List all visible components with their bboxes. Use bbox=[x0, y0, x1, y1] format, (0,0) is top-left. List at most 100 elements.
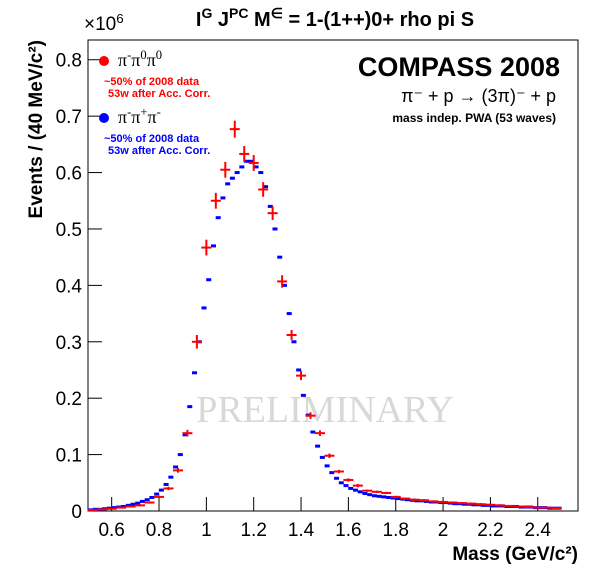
experiment: COMPASS 2008 bbox=[358, 52, 560, 82]
data-point bbox=[263, 185, 269, 189]
x-tick-label: 1.8 bbox=[383, 520, 409, 541]
data-point bbox=[220, 196, 226, 200]
watermark: PRELIMINARY bbox=[196, 389, 454, 431]
text-part: π bbox=[148, 107, 157, 127]
data-point bbox=[234, 171, 240, 175]
y-tick-label: 0.4 bbox=[56, 276, 83, 297]
legend-note: 53w after Acc. Corr. bbox=[108, 145, 210, 157]
text-part: = 1-(1++)0+ rho pi S bbox=[283, 9, 474, 31]
data-point bbox=[315, 444, 321, 448]
data-point bbox=[130, 502, 136, 506]
data-point bbox=[334, 476, 340, 480]
data-point bbox=[177, 453, 183, 457]
text-part: π bbox=[118, 107, 127, 127]
data-point bbox=[319, 455, 325, 459]
data-point bbox=[286, 312, 292, 316]
data-point bbox=[139, 499, 145, 503]
data-point bbox=[239, 165, 245, 169]
data-point bbox=[272, 227, 278, 231]
data-point bbox=[357, 490, 363, 494]
text-part: PC bbox=[229, 5, 248, 21]
data-point bbox=[225, 182, 231, 186]
data-point bbox=[296, 368, 302, 372]
text-part: π bbox=[131, 107, 140, 127]
data-point bbox=[367, 493, 373, 497]
data-point bbox=[182, 433, 188, 437]
x-tick-label: 0.6 bbox=[98, 520, 124, 541]
x-axis-label: Mass (GeV/c²) bbox=[452, 544, 578, 565]
data-point bbox=[471, 503, 477, 507]
legend-label: π-π0π0 bbox=[118, 48, 162, 70]
data-point bbox=[386, 495, 392, 499]
x-tick-label: 2.2 bbox=[477, 520, 503, 541]
y-tick-label: 0.1 bbox=[56, 446, 82, 467]
text-part: I bbox=[196, 9, 202, 31]
data-point bbox=[210, 244, 216, 248]
data-point bbox=[324, 464, 330, 468]
data-point bbox=[229, 176, 235, 180]
text-part: J bbox=[212, 9, 229, 31]
text-part: π bbox=[118, 50, 127, 70]
data-point bbox=[395, 497, 401, 501]
data-point bbox=[253, 165, 259, 169]
plot-frame bbox=[87, 39, 579, 512]
data-point bbox=[480, 503, 486, 507]
y-tick-label: 0.8 bbox=[56, 51, 82, 72]
data-point bbox=[154, 492, 160, 496]
data-point bbox=[291, 340, 297, 344]
data-point bbox=[371, 494, 377, 498]
text-part: π bbox=[131, 50, 140, 70]
data-point bbox=[187, 405, 193, 409]
data-point bbox=[149, 495, 155, 499]
text-part: + bbox=[140, 105, 147, 119]
y-tick-label: 0.5 bbox=[56, 220, 82, 241]
data-point bbox=[277, 255, 283, 259]
data-point bbox=[362, 492, 368, 496]
data-point bbox=[414, 499, 420, 503]
x-tick-label: 1.4 bbox=[288, 520, 315, 541]
chart-title: IG JPC M∈ = 1-(1++)0+ rho pi S bbox=[196, 5, 474, 31]
data-point bbox=[461, 502, 467, 506]
x-tick-label: 0.8 bbox=[146, 520, 172, 541]
legend-marker bbox=[99, 113, 109, 123]
data-point bbox=[215, 216, 221, 220]
text-part: ×10 bbox=[84, 14, 116, 35]
text-part: - bbox=[127, 105, 131, 119]
data-point bbox=[267, 204, 273, 208]
y-tick-label: 0.3 bbox=[56, 333, 82, 354]
x-tick-label: 1 bbox=[201, 520, 212, 541]
legend-marker bbox=[99, 56, 109, 66]
data-point bbox=[192, 371, 198, 375]
text-part: - bbox=[127, 48, 131, 62]
x-tick-label: 1.2 bbox=[240, 520, 266, 541]
data-point bbox=[452, 502, 458, 506]
y-tick-label: 0.7 bbox=[56, 107, 82, 128]
data-point bbox=[168, 475, 174, 479]
data-point bbox=[338, 481, 344, 485]
data-point bbox=[144, 498, 150, 502]
data-point bbox=[390, 496, 396, 500]
text-part: ∈ bbox=[271, 5, 283, 21]
data-point bbox=[244, 159, 250, 163]
legend-note: 53w after Acc. Corr. bbox=[108, 88, 210, 100]
y-tick-label: 0.2 bbox=[56, 389, 82, 410]
data-point bbox=[348, 486, 354, 490]
data-point bbox=[158, 488, 164, 492]
data-point bbox=[248, 159, 254, 163]
data-point bbox=[173, 465, 179, 469]
data-point bbox=[121, 504, 127, 508]
data-point bbox=[206, 278, 212, 282]
legend-note: ~50% of 2008 data bbox=[104, 133, 200, 145]
data-point bbox=[201, 306, 207, 310]
data-point bbox=[352, 488, 358, 492]
text-part: 0 bbox=[156, 48, 162, 62]
text-part: 0 bbox=[140, 48, 146, 62]
data-point bbox=[490, 504, 496, 508]
reaction: π⁻ + p → (3π)⁻ + p bbox=[401, 86, 556, 106]
data-point bbox=[405, 498, 411, 502]
x-tick-label: 2.4 bbox=[525, 520, 552, 541]
data-point bbox=[163, 482, 169, 486]
data-point bbox=[281, 283, 287, 287]
y-multiplier: ×106 bbox=[84, 11, 124, 36]
